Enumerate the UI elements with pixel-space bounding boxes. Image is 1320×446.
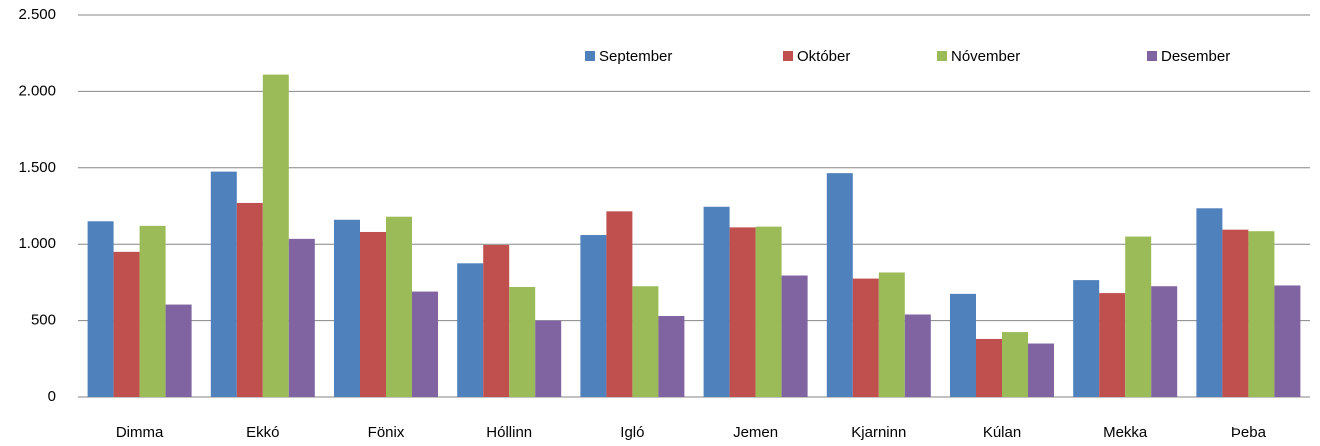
bar: [580, 235, 607, 397]
legend-label: Október: [797, 48, 850, 65]
bar: [165, 304, 192, 397]
bar: [826, 173, 853, 397]
x-tick-label: Kjarninn: [851, 424, 906, 441]
bar: [950, 293, 976, 397]
x-tick-label: Fönix: [368, 424, 405, 441]
bar: [852, 278, 879, 397]
x-tick-label: Dimma: [116, 424, 164, 441]
x-tick-label: Ekkó: [246, 424, 279, 441]
y-tick-label: 1.000: [18, 235, 56, 252]
bar: [457, 263, 484, 397]
bar: [210, 171, 237, 397]
x-tick-label: Kúlan: [983, 424, 1021, 441]
bar: [386, 216, 412, 397]
legend-label: Nóvember: [951, 48, 1020, 65]
bar: [1222, 229, 1249, 397]
bar: [113, 251, 140, 397]
bar: [1248, 231, 1275, 397]
bar: [360, 231, 386, 397]
bar: [632, 286, 659, 397]
legend-label: September: [599, 48, 672, 65]
bar: [334, 219, 360, 397]
bar: [755, 226, 782, 397]
bar: [781, 275, 808, 397]
legend-swatch: [1147, 51, 1157, 61]
bar: [878, 272, 905, 397]
bar: [606, 211, 633, 397]
bar: [139, 225, 166, 397]
bar: [729, 227, 756, 397]
bar: [703, 206, 730, 397]
bar: [976, 338, 1002, 397]
bar: [288, 238, 315, 397]
bar: [483, 244, 510, 397]
bar: [535, 320, 562, 397]
x-tick-label: Þeba: [1231, 424, 1267, 441]
bar: [509, 286, 536, 397]
bar: [658, 316, 685, 397]
bar: [262, 74, 289, 397]
y-tick-label: 0: [48, 388, 56, 405]
bar: [1002, 332, 1028, 397]
bar: [1151, 286, 1178, 397]
y-tick-label: 500: [31, 312, 56, 329]
y-tick-label: 1.500: [18, 159, 56, 176]
legend-swatch: [937, 51, 947, 61]
bar: [1274, 285, 1301, 397]
y-tick-label: 2.500: [18, 6, 56, 23]
bar: [1196, 208, 1223, 397]
bar: [87, 221, 114, 397]
bar: [236, 202, 263, 397]
bar: [1099, 293, 1126, 397]
x-tick-label: Hóllinn: [486, 424, 532, 441]
legend-label: Desember: [1161, 48, 1230, 65]
legend-swatch: [585, 51, 595, 61]
bar: [1028, 343, 1054, 397]
bar: [412, 291, 438, 397]
bar: [1073, 280, 1100, 397]
bar: [1125, 236, 1152, 397]
x-tick-label: Jemen: [733, 424, 778, 441]
x-tick-label: Igló: [620, 424, 644, 441]
x-tick-label: Mekka: [1103, 424, 1148, 441]
bar: [904, 314, 931, 397]
legend-swatch: [783, 51, 793, 61]
y-tick-label: 2.000: [18, 82, 56, 99]
